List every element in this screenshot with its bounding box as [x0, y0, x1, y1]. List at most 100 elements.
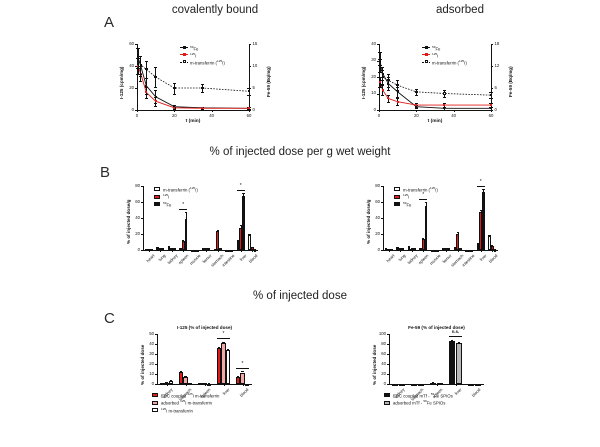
error-cap: [247, 109, 251, 110]
error-cap: [491, 245, 494, 246]
chart-b-left: 0 20 40 60 80% of injected dose/g heart lung ki…: [124, 180, 264, 280]
significance-label: n.s.: [451, 329, 460, 334]
error-cap: [469, 383, 473, 385]
error-bar: [423, 237, 424, 239]
y-tick: [381, 202, 383, 203]
bar: [161, 248, 165, 251]
bar: [219, 248, 222, 251]
significance-line: [448, 336, 463, 337]
error-cap: [401, 248, 405, 249]
x-tick-label: 60: [488, 112, 494, 118]
error-cap: [248, 233, 251, 235]
x-tick: [160, 250, 161, 252]
y-tick-label: 20: [129, 84, 134, 90]
y2-tick: [249, 66, 251, 67]
bar: [190, 249, 194, 252]
y-tick-label: 40: [129, 62, 134, 68]
error-cap: [190, 249, 194, 251]
bar: [447, 248, 451, 251]
y2-tick-label: 15: [252, 40, 258, 46]
error-bar: [217, 230, 218, 232]
error-cap: [489, 109, 493, 111]
error-cap: [422, 237, 425, 239]
data-point: [201, 86, 204, 90]
bar: [421, 238, 425, 250]
bar: [387, 249, 391, 252]
bar: [456, 234, 460, 250]
error-cap: [390, 249, 393, 250]
legend-point-marker: [183, 52, 186, 56]
x-tick: [252, 250, 253, 252]
y-tick-label: 20: [371, 73, 376, 79]
significance-label: *: [241, 360, 244, 367]
x-tick: [423, 250, 424, 252]
error-cap: [222, 341, 225, 343]
bar: [144, 249, 148, 252]
bar: [207, 248, 211, 251]
bar: [430, 249, 434, 252]
bar: [156, 248, 159, 250]
error-cap: [378, 52, 382, 53]
x-tick: [137, 110, 138, 112]
bar: [493, 249, 497, 252]
y-tick: [387, 334, 389, 335]
error-cap: [213, 248, 217, 250]
error-cap: [457, 341, 461, 342]
error-cap: [413, 248, 416, 249]
x-tick-label: 60: [246, 112, 252, 118]
error-cap: [136, 73, 140, 75]
error-cap: [165, 382, 168, 383]
bar: [467, 249, 471, 252]
bar: [216, 231, 220, 250]
error-bar: [227, 348, 229, 350]
legend-label: m-transferrin (125I): [432, 58, 467, 66]
error-cap: [207, 248, 211, 249]
bar: [459, 248, 462, 251]
bar: [413, 248, 416, 251]
bar: [184, 218, 188, 250]
bar: [417, 383, 425, 386]
bar: [193, 249, 197, 252]
error-bar: [242, 371, 243, 373]
x-tick-label: 0: [135, 112, 139, 118]
y2-tick: [249, 44, 251, 45]
y2-tick: [249, 110, 251, 111]
bar: [467, 383, 475, 386]
y-tick-label: 0: [383, 380, 386, 386]
legend-label: 125I: [432, 51, 439, 59]
error-cap: [438, 382, 442, 384]
x-tick-label: 20: [413, 112, 419, 118]
bar: [227, 249, 231, 252]
error-cap: [207, 383, 211, 384]
error-cap: [456, 232, 459, 233]
bar: [424, 206, 428, 250]
legend-label: 59Fe: [163, 200, 172, 207]
y-tick: [155, 344, 157, 345]
bar: [410, 383, 418, 386]
y2-tick: [491, 44, 493, 45]
x-tick: [491, 110, 492, 112]
error-cap: [167, 246, 171, 247]
y-tick-label: 0: [373, 106, 376, 112]
bar: [465, 249, 468, 252]
error-cap: [489, 103, 493, 104]
bar: [202, 383, 207, 386]
error-cap: [430, 249, 434, 251]
legend-swatch: [154, 194, 160, 199]
legend-swatch: [394, 202, 400, 206]
x-tick: [480, 250, 482, 252]
error-cap: [386, 95, 390, 96]
y-tick-label: 0: [137, 246, 140, 252]
error-cap: [203, 382, 206, 384]
data-point: [201, 107, 204, 110]
bar: [242, 196, 245, 250]
y2-tick-label: 0: [252, 106, 255, 112]
bar: [488, 236, 491, 250]
y-tick: [377, 77, 379, 78]
error-cap: [476, 383, 480, 385]
y-axis: [383, 186, 384, 250]
error-cap: [226, 348, 230, 349]
x-tick-label: 20: [171, 112, 177, 118]
y-tick-label: 60: [135, 198, 140, 204]
data-point: [443, 92, 446, 95]
